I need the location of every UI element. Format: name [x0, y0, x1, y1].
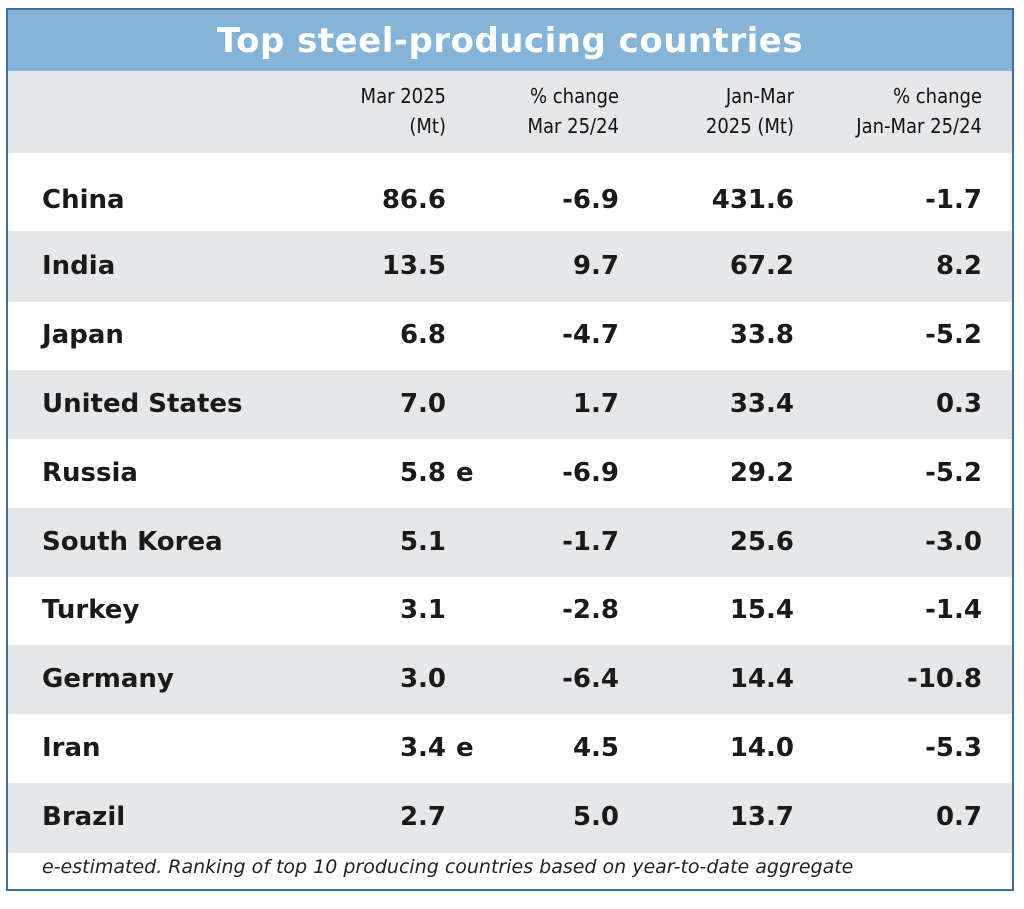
value-pct-janmar: 8.2: [935, 251, 982, 281]
value-pct-mar: -1.7: [562, 527, 619, 557]
value-pct-mar: 1.7: [572, 389, 619, 419]
value-pct-mar: 5.0: [572, 802, 619, 832]
header-mar2025-line2: (Mt): [409, 114, 446, 138]
value-pct-mar: -6.4: [562, 664, 619, 694]
header-janmar2025-line1: Jan-Mar: [725, 84, 794, 108]
value-mar2025: 3.1: [399, 595, 446, 625]
value-janmar2025: 25.6: [729, 527, 794, 557]
value-pct-mar: -2.8: [562, 595, 619, 625]
header-pct-mar: % change Mar 25/24: [527, 81, 619, 141]
value-mar2025: 5.8: [399, 458, 446, 488]
value-pct-janmar: 0.3: [935, 389, 982, 419]
value-janmar2025: 13.7: [729, 802, 794, 832]
country-name: Russia: [42, 458, 138, 488]
value-mar2025: 3.4: [399, 733, 446, 763]
value-mar2025: 7.0: [399, 389, 446, 419]
value-pct-mar: -6.9: [562, 185, 619, 215]
value-janmar2025: 14.4: [729, 664, 794, 694]
country-name: South Korea: [42, 527, 223, 557]
value-pct-mar: -4.7: [562, 320, 619, 350]
country-name: India: [42, 251, 116, 281]
value-pct-janmar: -1.4: [925, 595, 982, 625]
table-header: Mar 2025 (Mt) % change Mar 25/24 Jan-Mar…: [8, 71, 1012, 153]
country-name: Turkey: [42, 595, 140, 625]
footnote: e-estimated. Ranking of top 10 producing…: [42, 856, 854, 878]
value-janmar2025: 15.4: [729, 595, 794, 625]
value-pct-janmar: -10.8: [907, 664, 982, 694]
country-name: China: [42, 185, 125, 215]
value-mar2025: 5.1: [399, 527, 446, 557]
value-janmar2025: 33.8: [729, 320, 794, 350]
value-janmar2025: 431.6: [711, 185, 794, 215]
table-row: China 86.6 -6.9 431.6 -1.7: [8, 153, 1012, 231]
value-pct-janmar: 0.7: [935, 802, 982, 832]
header-janmar2025-line2: 2025 (Mt): [705, 114, 794, 138]
estimate-marker: e: [456, 733, 474, 763]
header-janmar2025: Jan-Mar 2025 (Mt): [706, 81, 794, 141]
value-pct-janmar: -5.2: [925, 320, 982, 350]
table-row: Brazil 2.7 5.0 13.7 0.7: [8, 783, 1012, 853]
country-name: United States: [42, 389, 243, 419]
value-janmar2025: 14.0: [729, 733, 794, 763]
table-row: India 13.5 9.7 67.2 8.2: [8, 231, 1012, 302]
value-pct-mar: 4.5: [572, 733, 619, 763]
country-name: Germany: [42, 664, 174, 694]
value-pct-janmar: -1.7: [925, 185, 982, 215]
estimate-marker: e: [456, 458, 474, 488]
table-row: Japan 6.8 -4.7 33.8 -5.2: [8, 302, 1012, 370]
table-title: Top steel-producing countries: [216, 20, 804, 61]
value-janmar2025: 67.2: [729, 251, 794, 281]
country-name: Iran: [42, 733, 101, 763]
value-janmar2025: 29.2: [729, 458, 794, 488]
header-pct-mar-line1: % change: [529, 84, 619, 108]
table-row: Turkey 3.1 -2.8 15.4 -1.4: [8, 577, 1012, 645]
country-name: Brazil: [42, 802, 126, 832]
header-pct-mar-line2: Mar 25/24: [527, 114, 619, 138]
value-pct-mar: -6.9: [562, 458, 619, 488]
header-pct-janmar-line2: Jan-Mar 25/24: [856, 114, 982, 138]
table-row: United States 7.0 1.7 33.4 0.3: [8, 370, 1012, 439]
country-name: Japan: [42, 320, 124, 350]
value-mar2025: 86.6: [381, 185, 446, 215]
value-pct-mar: 9.7: [572, 251, 619, 281]
value-pct-janmar: -5.2: [925, 458, 982, 488]
value-mar2025: 2.7: [399, 802, 446, 832]
value-janmar2025: 33.4: [729, 389, 794, 419]
header-mar2025-line1: Mar 2025: [360, 84, 446, 108]
title-bar: Top steel-producing countries: [8, 10, 1012, 71]
value-pct-janmar: -3.0: [925, 527, 982, 557]
header-pct-janmar: % change Jan-Mar 25/24: [856, 81, 982, 141]
table-row: Germany 3.0 -6.4 14.4 -10.8: [8, 645, 1012, 714]
value-pct-janmar: -5.3: [925, 733, 982, 763]
value-mar2025: 13.5: [381, 251, 446, 281]
value-mar2025: 3.0: [399, 664, 446, 694]
table-row: Russia 5.8 -6.9 29.2 -5.2 e: [8, 439, 1012, 508]
table-row: Iran 3.4 4.5 14.0 -5.3 e: [8, 714, 1012, 783]
value-mar2025: 6.8: [399, 320, 446, 350]
table-row: South Korea 5.1 -1.7 25.6 -3.0: [8, 508, 1012, 577]
table-frame: Top steel-producing countries Mar 2025 (…: [6, 8, 1014, 891]
header-pct-janmar-line1: % change: [892, 84, 982, 108]
header-mar2025: Mar 2025 (Mt): [361, 81, 446, 141]
